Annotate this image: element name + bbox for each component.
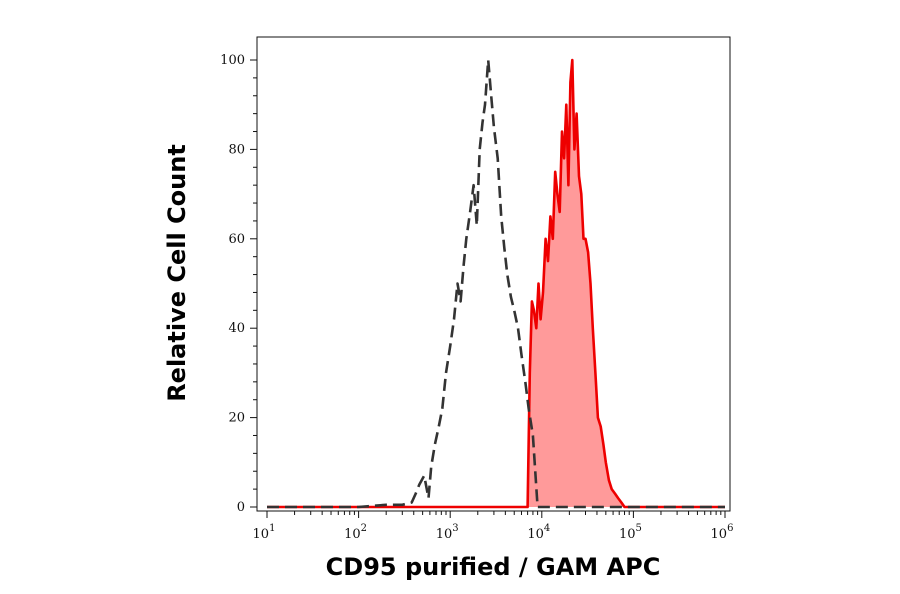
y-tick-label-100: 100: [220, 53, 245, 68]
series-1-line: [267, 58, 725, 509]
y-axis-title: Relative Cell Count: [163, 144, 191, 402]
y-tick-label-80: 80: [228, 142, 245, 157]
y-tick-label-40: 40: [228, 321, 245, 336]
axis-layer: 0 20 40 60 80 100 101 102 103 104 105 106: [220, 53, 733, 542]
x-tick-label-3: 103: [436, 523, 459, 542]
x-tick-label-6: 106: [711, 523, 734, 542]
x-tick-label-5: 105: [619, 523, 642, 542]
series-layer: [267, 58, 725, 509]
y-tick-label-60: 60: [228, 232, 245, 247]
y-tick-label-0: 0: [237, 500, 245, 515]
x-tick-label-2: 102: [344, 523, 367, 542]
x-tick-label-4: 104: [527, 523, 550, 542]
x-tick-label-1: 101: [253, 523, 276, 542]
y-tick-label-20: 20: [228, 411, 245, 426]
x-axis-title: CD95 purified / GAM APC: [326, 553, 661, 581]
series-0-line: [267, 58, 725, 509]
series-1-fill: [267, 60, 725, 507]
